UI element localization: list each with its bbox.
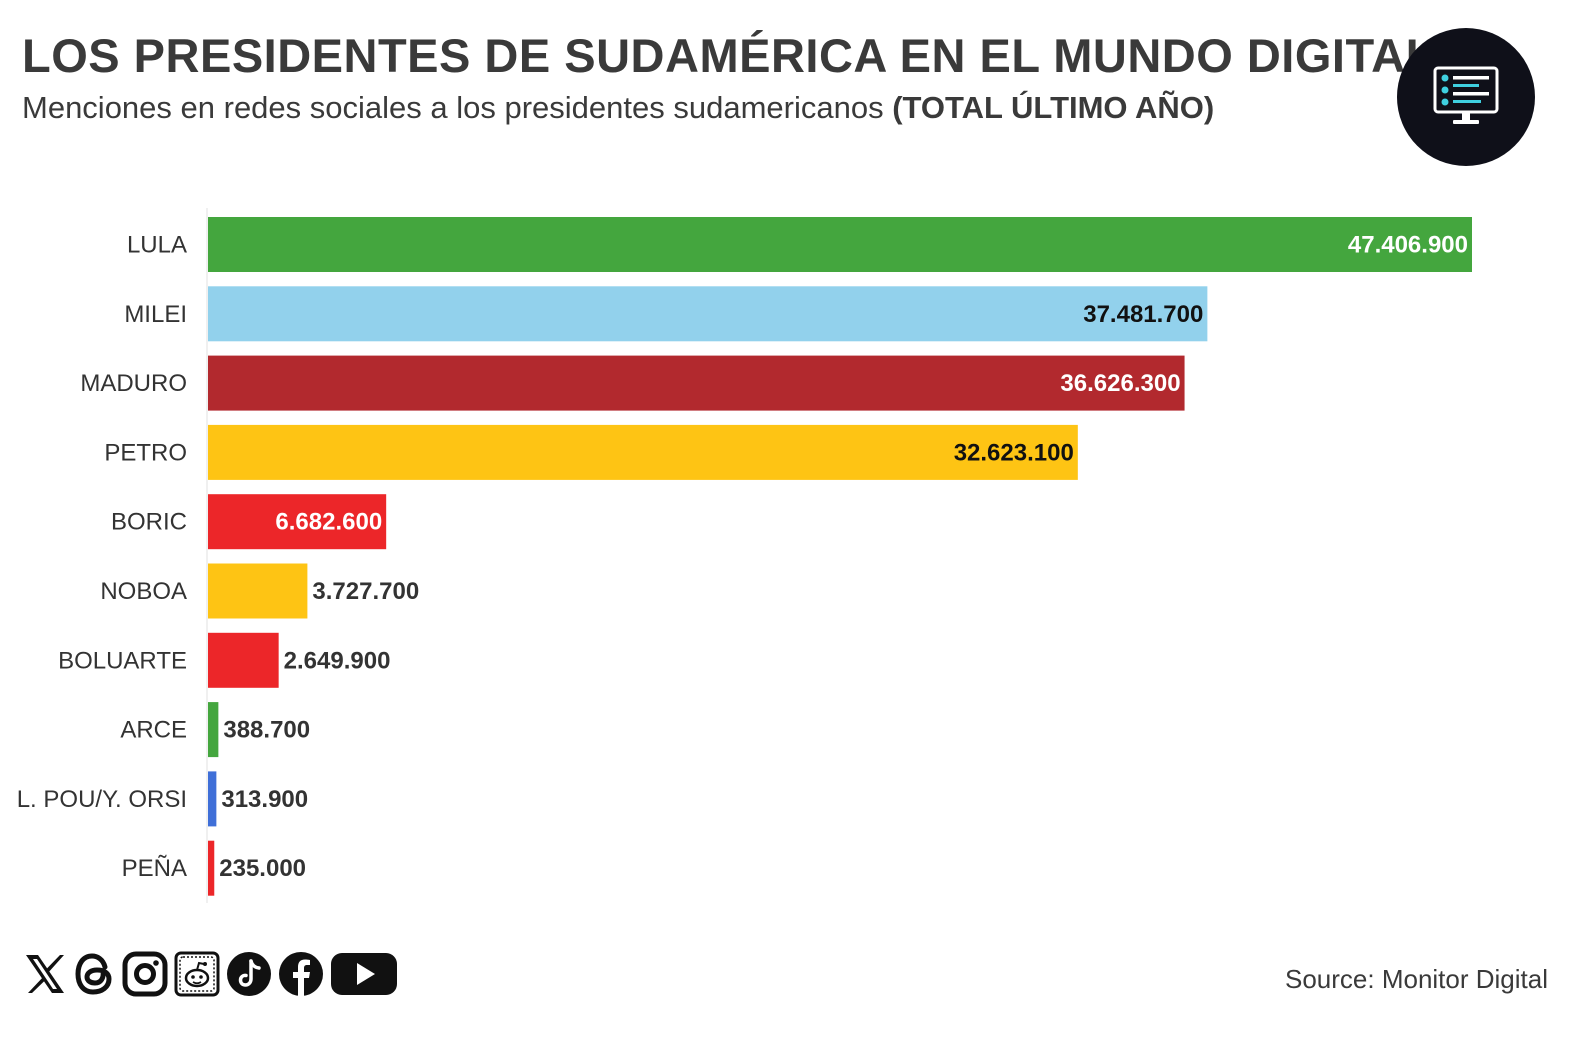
chart-title: LOS PRESIDENTES DE SUDAMÉRICA EN EL MUND… (22, 29, 1435, 82)
category-label: MILEI (124, 301, 187, 328)
reddit-icon[interactable] (174, 951, 220, 997)
value-label: 32.623.100 (954, 439, 1074, 466)
bar-7 (208, 702, 219, 758)
instagram-icon[interactable] (122, 951, 168, 997)
bar-4 (208, 494, 387, 550)
facebook-icon[interactable] (278, 951, 324, 997)
bar-6 (208, 632, 279, 688)
bar-2 (208, 355, 1185, 411)
bar-5 (208, 563, 308, 619)
category-label: BORIC (111, 509, 187, 536)
category-label: PEÑA (122, 855, 187, 882)
value-label: 235.000 (219, 855, 306, 882)
value-label: 6.682.600 (275, 509, 382, 536)
bar-0 (208, 217, 1472, 272)
tiktok-icon[interactable] (226, 951, 272, 997)
subtitle-period: (TOTAL ÚLTIMO AÑO) (892, 90, 1215, 125)
value-label: 3.727.700 (312, 578, 419, 605)
social-icons (22, 950, 398, 998)
monitor-logo (1397, 28, 1535, 166)
value-label: 2.649.900 (284, 647, 391, 674)
category-label: BOLUARTE (58, 647, 187, 674)
chart-subtitle: Menciones en redes sociales a los presid… (22, 90, 1214, 126)
bar-chart: LULA 47.406.900 MILEI 37.481.700 MADURO 36.62… (17, 208, 1472, 903)
subtitle-text: Menciones en redes sociales a los presid… (22, 90, 884, 125)
category-label: NOBOA (100, 578, 187, 605)
bar-1 (208, 286, 1208, 342)
bar-9 (208, 840, 215, 896)
youtube-icon[interactable] (330, 951, 398, 997)
monitor-dashboard-icon (1433, 66, 1499, 124)
category-label: ARCE (120, 717, 187, 744)
value-label: 47.406.900 (1348, 232, 1468, 259)
value-label: 37.481.700 (1083, 301, 1203, 328)
category-label: PETRO (104, 439, 187, 466)
bar-8 (208, 771, 217, 827)
bar-3 (208, 424, 1078, 480)
value-label: 36.626.300 (1060, 370, 1180, 397)
source-note: Source: Monitor Digital (1285, 964, 1548, 994)
value-label: 388.700 (223, 717, 310, 744)
category-label: L. POU/Y. ORSI (17, 786, 187, 813)
category-label: LULA (127, 232, 187, 259)
category-label: MADURO (80, 370, 187, 397)
threads-icon[interactable] (74, 951, 116, 997)
value-label: 313.900 (221, 786, 308, 813)
x-icon[interactable] (22, 951, 68, 997)
